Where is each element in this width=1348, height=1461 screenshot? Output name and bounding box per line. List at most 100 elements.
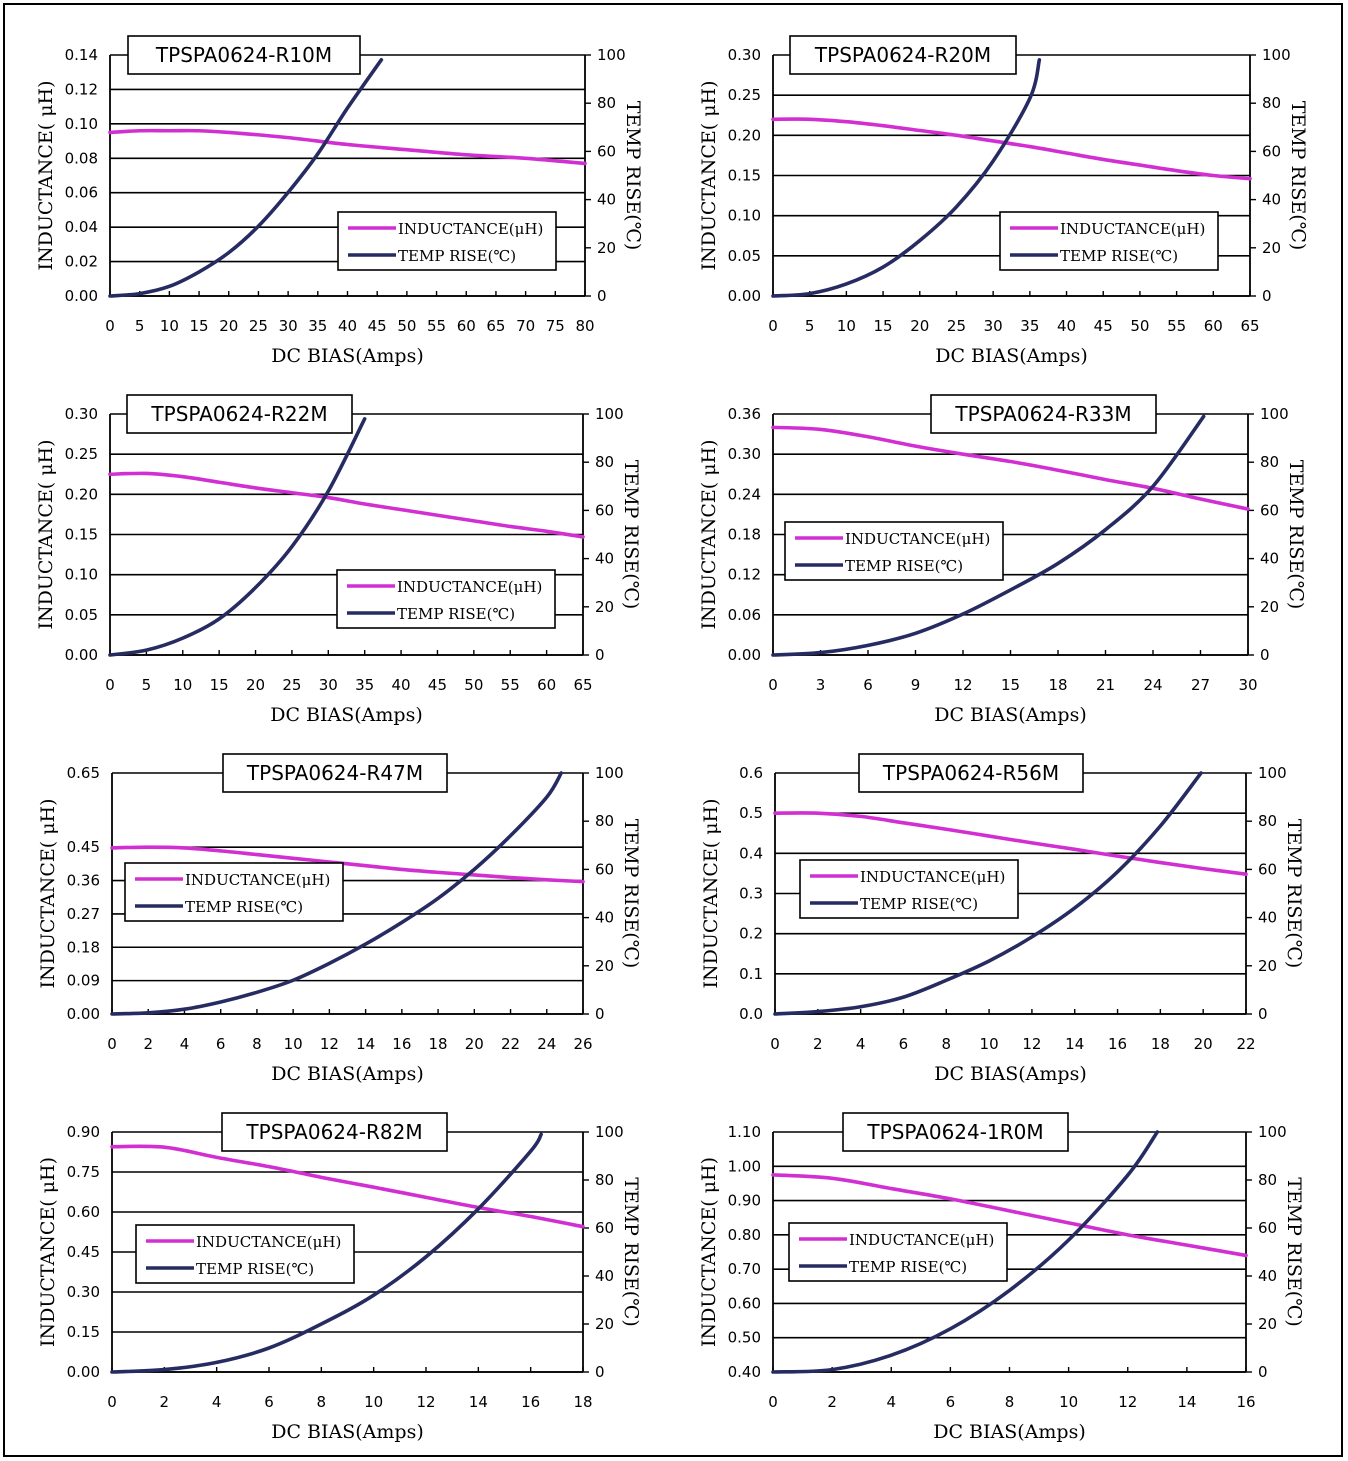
chart-panel-2: 0.000.050.100.150.200.250.30020406080100… [698, 35, 1309, 367]
x-tick-label: 10 [1059, 1393, 1078, 1411]
y-axis-label: INDUCTANCE( μH) [35, 439, 57, 629]
x-tick-label: 65 [486, 317, 505, 335]
x-tick-label: 70 [516, 317, 535, 335]
x-tick-label: 5 [135, 317, 145, 335]
inductance-line [771, 1173, 1248, 1258]
y-tick-label: 0.70 [728, 1260, 761, 1278]
y2-tick-label: 80 [1262, 94, 1281, 112]
y-tick-label: 0.75 [67, 1163, 100, 1181]
y-tick-label: 0.15 [728, 167, 761, 185]
x-tick-label: 22 [1236, 1035, 1255, 1053]
y2-tick-label: 100 [1258, 764, 1287, 782]
x-tick-label: 10 [160, 317, 179, 335]
x-tick-label: 24 [537, 1035, 556, 1053]
x-tick-label: 20 [465, 1035, 484, 1053]
x-tick-label: 12 [953, 676, 972, 694]
x-tick-label: 4 [180, 1035, 190, 1053]
legend-box [337, 211, 557, 271]
chart-panel-3: 0.000.050.100.150.200.250.30020406080100… [35, 394, 642, 726]
x-tick-label: 20 [219, 317, 238, 335]
y2-tick-label: 40 [595, 909, 614, 927]
temp-rise-line [110, 1132, 543, 1374]
x-tick-label: 14 [1177, 1393, 1196, 1411]
legend-label-temp-rise: TEMP RISE(℃) [845, 557, 963, 575]
x-tick-label: 16 [1236, 1393, 1255, 1411]
x-tick-label: 25 [947, 317, 966, 335]
chart-title: TPSPA0624-R33M [954, 402, 1131, 426]
y-tick-label: 0.50 [728, 1329, 761, 1347]
y-tick-label: 0.05 [728, 247, 761, 265]
y-tick-label: 0.10 [65, 566, 98, 584]
y-tick-label: 0.15 [65, 526, 98, 544]
x-tick-label: 5 [142, 676, 152, 694]
inductance-line [108, 471, 585, 539]
y-tick-label: 0.14 [65, 46, 98, 64]
x-tick-label: 0 [768, 676, 778, 694]
chart-title-box [858, 753, 1084, 793]
y-tick-label: 0.30 [67, 1283, 100, 1301]
y2-tick-label: 20 [595, 1315, 614, 1333]
x-tick-label: 50 [397, 317, 416, 335]
y-tick-label: 0.2 [739, 925, 763, 943]
y-tick-label: 0.00 [728, 287, 761, 305]
x-tick-label: 45 [368, 317, 387, 335]
y2-tick-label: 20 [595, 598, 614, 616]
x-tick-label: 35 [1020, 317, 1039, 335]
y-axis-label: INDUCTANCE( μH) [698, 439, 720, 629]
chart-title-box [842, 1112, 1069, 1152]
x-tick-label: 30 [319, 676, 338, 694]
y2-tick-label: 40 [595, 1267, 614, 1285]
x-tick-label: 3 [816, 676, 826, 694]
y2-axis-label: TEMP RISE(℃) [620, 819, 642, 969]
y-tick-label: 0.45 [67, 1243, 100, 1261]
x-tick-label: 20 [246, 676, 265, 694]
chart-title: TPSPA0624-1R0M [866, 1120, 1043, 1144]
x-tick-label: 6 [264, 1393, 274, 1411]
x-axis-label: DC BIAS(Amps) [935, 345, 1088, 367]
x-tick-label: 65 [573, 676, 592, 694]
x-tick-label: 18 [429, 1035, 448, 1053]
chart-panel-5: 0.000.090.180.270.360.450.65020406080100… [37, 753, 642, 1085]
y2-tick-label: 0 [1260, 646, 1270, 664]
x-tick-label: 35 [308, 317, 327, 335]
x-tick-label: 6 [863, 676, 873, 694]
y2-tick-label: 0 [1262, 287, 1272, 305]
x-tick-label: 14 [1065, 1035, 1084, 1053]
y-axis-label: INDUCTANCE( μH) [37, 1157, 59, 1347]
y2-tick-label: 40 [595, 550, 614, 568]
x-tick-label: 0 [768, 1393, 778, 1411]
chart-title: TPSPA0624-R82M [245, 1120, 422, 1144]
x-tick-label: 16 [521, 1393, 540, 1411]
y2-tick-label: 60 [595, 501, 614, 519]
y2-tick-label: 0 [1258, 1005, 1268, 1023]
y2-tick-label: 100 [597, 46, 626, 64]
x-axis-label: DC BIAS(Amps) [933, 1421, 1086, 1443]
x-tick-label: 2 [827, 1393, 837, 1411]
y-tick-label: 0.06 [65, 184, 98, 202]
legend-box [336, 569, 556, 629]
x-tick-label: 16 [392, 1035, 411, 1053]
y-tick-label: 0.90 [728, 1192, 761, 1210]
y2-tick-label: 0 [595, 1005, 605, 1023]
y-axis-label: INDUCTANCE( μH) [700, 798, 722, 988]
x-tick-label: 25 [249, 317, 268, 335]
chart-panel-6: 0.0 0.1 0.2 0.3 0.4 0.5 0.6 0 20 40 60 80 100 0 2 4 6 8 10… [700, 753, 1305, 1085]
y-tick-label: 0.20 [728, 126, 761, 144]
legend-box [135, 1224, 355, 1284]
chart-title: TPSPA0624-R22M [150, 402, 327, 426]
y2-tick-label: 80 [1260, 453, 1279, 471]
y2-tick-label: 100 [595, 405, 624, 423]
y2-tick-label: 0 [597, 287, 607, 305]
x-tick-label: 12 [416, 1393, 435, 1411]
y-tick-label: 0.30 [65, 405, 98, 423]
x-tick-label: 12 [1118, 1393, 1137, 1411]
inductance-line [108, 128, 587, 166]
x-tick-label: 40 [338, 317, 357, 335]
x-tick-label: 4 [212, 1393, 222, 1411]
inductance-line [110, 845, 585, 884]
x-tick-label: 0 [105, 676, 115, 694]
x-tick-label: 2 [160, 1393, 170, 1411]
chart-panel-8: 0.400.500.600.700.800.901.001.1002040608… [698, 1112, 1305, 1443]
x-tick-label: 2 [143, 1035, 153, 1053]
